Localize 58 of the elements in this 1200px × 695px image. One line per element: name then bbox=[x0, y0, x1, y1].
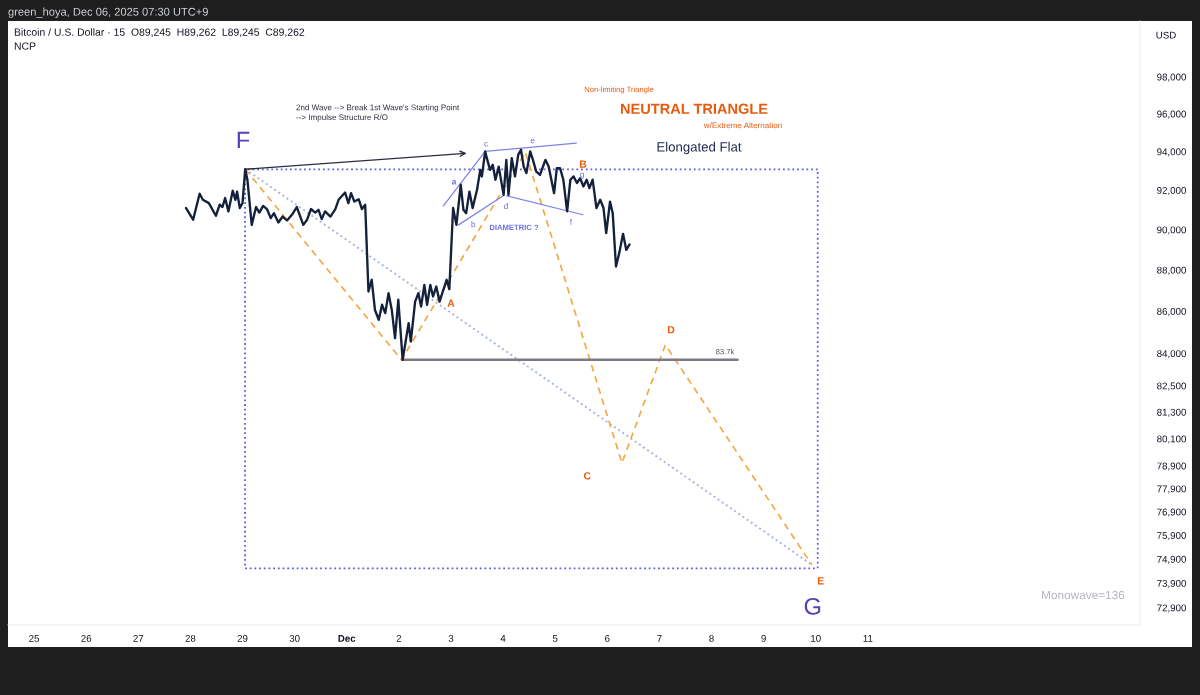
annotation: d bbox=[504, 202, 508, 209]
y-tick-label: 98,000 bbox=[1157, 73, 1187, 82]
x-tick-label: 28 bbox=[185, 634, 196, 642]
annotation: D bbox=[667, 326, 675, 334]
y-tick-label: 80,100 bbox=[1157, 435, 1187, 444]
annotation: A bbox=[447, 299, 455, 307]
x-tick-label: 27 bbox=[133, 634, 144, 642]
x-tick-label: 11 bbox=[863, 635, 873, 642]
y-tick-label: 82,500 bbox=[1157, 382, 1187, 391]
annotation: a bbox=[451, 179, 457, 185]
annotation: C bbox=[583, 472, 591, 480]
annotation: e bbox=[530, 138, 535, 144]
y-tick-label: 73,900 bbox=[1157, 579, 1187, 589]
annotation: c bbox=[484, 141, 488, 147]
x-tick-label: 30 bbox=[289, 634, 300, 642]
annotation: NEUTRAL TRIANGLE bbox=[620, 103, 768, 114]
y-tick-label: 74,900 bbox=[1157, 555, 1187, 564]
text: Bitcoin / U.S. Dollar · 15 O89,245 H89,262 L89,245 C89,262 bbox=[14, 28, 305, 38]
x-tick-label: 2 bbox=[396, 634, 402, 642]
annotation: w/Extreme Alternation bbox=[703, 122, 782, 129]
text: green_hoya, Dec 06, 2025 07:30 UTC+9 bbox=[8, 7, 208, 18]
x-tick-label: 10 bbox=[811, 634, 821, 642]
text: NCP bbox=[14, 42, 36, 50]
x-tick-label: Dec bbox=[338, 635, 356, 642]
y-tick-label: 72,900 bbox=[1157, 604, 1187, 613]
y-tick-label: 75,900 bbox=[1157, 532, 1187, 541]
y-tick-label: 94,000 bbox=[1157, 148, 1187, 157]
y-axis-title: USD bbox=[1156, 31, 1176, 39]
x-tick-label: 5 bbox=[552, 635, 558, 642]
x-tick-label: 26 bbox=[81, 634, 92, 642]
x-tick-label: 25 bbox=[29, 634, 40, 642]
x-tick-label: 8 bbox=[709, 634, 714, 642]
x-tick-label: 4 bbox=[500, 635, 506, 642]
x-tick-label: 7 bbox=[657, 635, 662, 642]
y-tick-label: 86,000 bbox=[1157, 307, 1187, 316]
x-tick-label: 6 bbox=[605, 634, 610, 642]
y-tick-label: 96,000 bbox=[1157, 110, 1187, 119]
annotation: F bbox=[237, 131, 250, 149]
annotation: 2nd Wave --> Break 1st Wave's Starting Point --> Impulse Structure R/O bbox=[296, 104, 460, 122]
y-tick-label: 81,300 bbox=[1157, 408, 1187, 417]
y-tick-label: 77,900 bbox=[1157, 485, 1187, 494]
y-tick-label: 88,000 bbox=[1157, 266, 1187, 275]
y-tick-label: 78,900 bbox=[1157, 462, 1187, 471]
annotation: B bbox=[579, 160, 587, 168]
annotation: Elongated Flat bbox=[657, 141, 742, 155]
annotation: f bbox=[569, 218, 573, 225]
x-tick-label: 9 bbox=[761, 634, 766, 642]
y-tick-label: 92,000 bbox=[1157, 186, 1187, 195]
annotation: G bbox=[804, 597, 821, 615]
annotation: b bbox=[471, 221, 476, 228]
annotation: Monowave=136 bbox=[1042, 590, 1125, 600]
y-tick-label: 76,900 bbox=[1157, 508, 1187, 517]
annotation: E bbox=[817, 577, 824, 585]
y-tick-label: 90,000 bbox=[1157, 226, 1187, 235]
y-tick-label: 84,000 bbox=[1157, 350, 1187, 359]
x-tick-label: 3 bbox=[448, 634, 454, 642]
annotation: g bbox=[580, 172, 584, 179]
x-tick-label: 29 bbox=[237, 634, 248, 642]
